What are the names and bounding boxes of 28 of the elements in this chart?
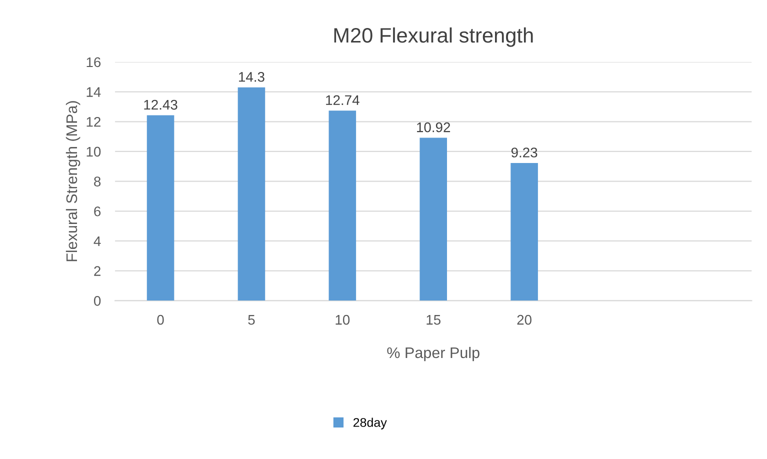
y-tick-label: 8 bbox=[94, 176, 101, 186]
x-tick-label: 20 bbox=[517, 314, 532, 325]
legend-label: 28day bbox=[353, 418, 387, 430]
data-label: 14.3 bbox=[239, 72, 264, 82]
y-tick-label: 4 bbox=[94, 236, 101, 246]
x-tick-label: 0 bbox=[157, 314, 164, 325]
chart-title: M20 Flexural strength bbox=[334, 27, 533, 47]
bar bbox=[420, 138, 447, 301]
y-tick-label: 16 bbox=[86, 57, 101, 68]
x-tick-label: 5 bbox=[248, 315, 255, 325]
y-tick-label: 6 bbox=[94, 206, 101, 216]
data-label: 10.92 bbox=[417, 122, 450, 132]
y-tick-label: 2 bbox=[94, 266, 100, 276]
x-tick-label: 15 bbox=[426, 315, 440, 325]
y-tick-label: 0 bbox=[94, 296, 101, 306]
y-tick-label: 12 bbox=[86, 116, 100, 127]
data-label: 12.74 bbox=[326, 95, 360, 105]
x-axis-title: % Paper Pulp bbox=[387, 346, 480, 362]
data-label: 9.23 bbox=[511, 148, 538, 158]
y-axis-title: Flexural Strength (MPa) bbox=[66, 101, 80, 262]
y-tick-label: 14 bbox=[86, 87, 101, 97]
y-tick-label: 10 bbox=[86, 146, 101, 157]
bar bbox=[238, 87, 266, 301]
x-tick-label: 10 bbox=[336, 314, 350, 325]
bar bbox=[328, 110, 356, 301]
bar bbox=[146, 115, 174, 301]
data-label: 12.43 bbox=[144, 100, 178, 110]
bar bbox=[510, 162, 538, 301]
